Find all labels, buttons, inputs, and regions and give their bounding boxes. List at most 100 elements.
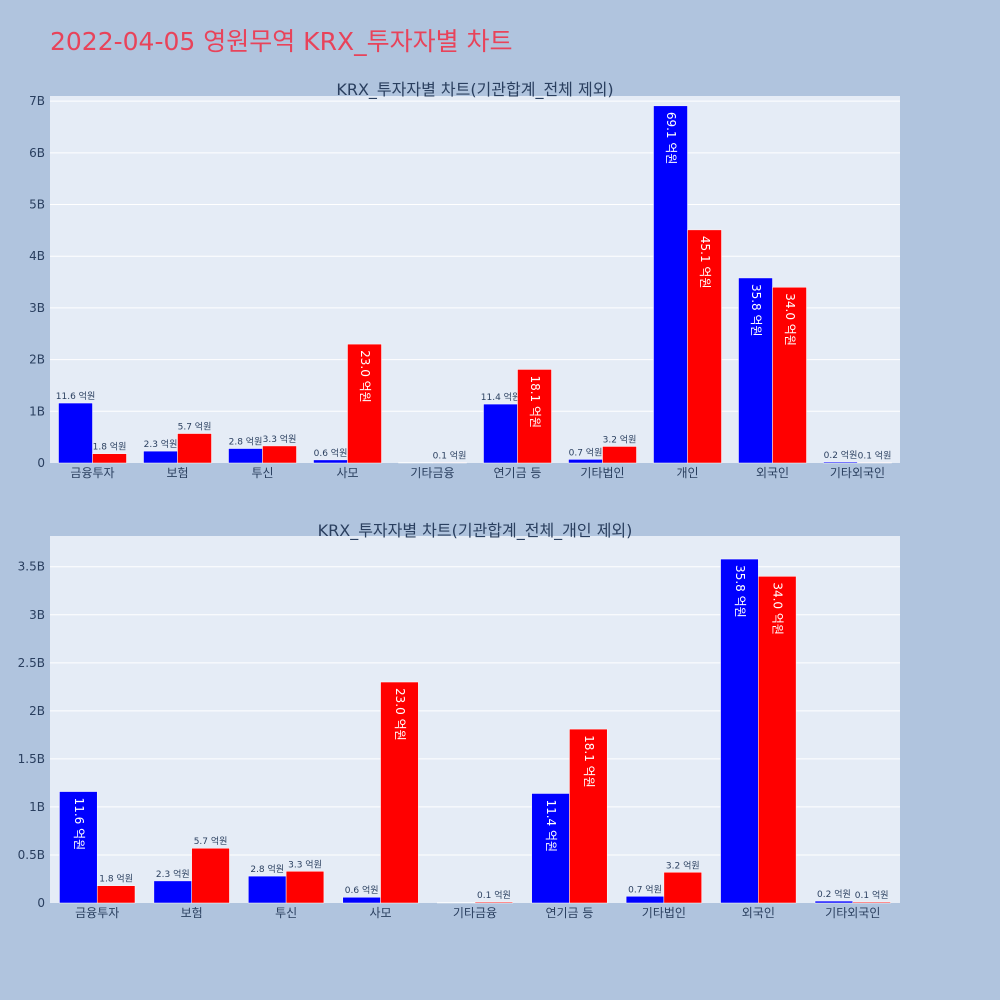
bar [92, 453, 127, 464]
x-tick-label: 기타금융 [453, 906, 497, 920]
bar [59, 791, 98, 904]
bar [248, 875, 287, 904]
data-label: 0.6 억원 [345, 884, 379, 896]
x-tick-label: 보험 [166, 466, 188, 480]
y-tick-label: 7B [29, 94, 45, 108]
data-label: 0.2 억원 [817, 888, 851, 900]
x-tick-label: 연기금 등 [494, 466, 542, 480]
data-label: 2.3 억원 [156, 868, 190, 880]
x-tick-label: 금융투자 [75, 906, 119, 920]
data-label: 5.7 억원 [178, 421, 212, 433]
bar [738, 277, 773, 464]
x-tick-label: 보험 [181, 906, 203, 920]
data-label: 35.8 억원 [749, 284, 763, 337]
bar [814, 900, 854, 904]
x-tick-label: 개인 [676, 466, 698, 480]
data-label: 0.6 억원 [314, 447, 348, 459]
data-label: 34.0 억원 [771, 582, 785, 635]
data-label: 23.0 억원 [358, 350, 372, 403]
data-label: 11.4 억원 [544, 799, 558, 852]
bar [398, 462, 433, 464]
data-label: 3.2 억원 [666, 859, 700, 871]
x-tick-label: 기타금융 [410, 466, 454, 480]
y-tick-label: 1B [29, 404, 45, 418]
data-label: 3.3 억원 [263, 433, 297, 445]
data-label: 0.7 억원 [569, 446, 603, 458]
bar [758, 576, 797, 904]
data-label: 69.1 억원 [664, 112, 678, 165]
bar [857, 462, 892, 464]
x-tick-label: 사모 [370, 906, 392, 920]
data-label: 0.1 억원 [858, 449, 892, 461]
x-tick-label: 기타법인 [580, 466, 624, 480]
bar [58, 402, 93, 464]
data-label: 35.8 억원 [733, 565, 747, 618]
y-tick-label: 6B [29, 146, 45, 160]
bar [342, 896, 381, 904]
y-tick-label: 1.5B [18, 752, 45, 766]
data-label: 0.1 억원 [433, 449, 467, 461]
bar [432, 462, 467, 464]
data-label: 11.6 억원 [72, 798, 86, 851]
data-label: 2.8 억원 [229, 436, 263, 448]
x-tick-label: 기타외국인 [830, 466, 885, 480]
data-label: 34.0 억원 [783, 293, 797, 346]
chart-2: 0 0.5B 1B 1.5B 2B 2.5B 3B 3.5B KRX_투자자별 차트(기관합계_… [18, 521, 900, 920]
bar [285, 871, 325, 904]
bar [663, 872, 702, 904]
data-label: 1.8 억원 [93, 441, 127, 453]
bar [347, 343, 382, 464]
x-tick-label: 투신 [275, 906, 297, 920]
bar [380, 681, 419, 904]
bar [772, 287, 807, 464]
bar [625, 896, 665, 904]
bar [177, 433, 212, 464]
y-tick-label: 1B [29, 800, 45, 814]
data-label: 23.0 억원 [393, 688, 407, 741]
y-tick-label: 0 [37, 896, 45, 910]
bar [687, 229, 722, 464]
bar [262, 445, 297, 464]
y-tick-label: 4B [29, 249, 45, 263]
data-label: 18.1 억원 [528, 375, 542, 428]
x-tick-label: 외국인 [742, 906, 775, 920]
bar [852, 901, 891, 904]
chart-title: KRX_투자자별 차트(기관합계_전체_개인 제외) [318, 521, 633, 541]
y-tick-label: 0 [37, 456, 45, 470]
chart-title: KRX_투자자별 차트(기관합계_전체 제외) [336, 80, 613, 100]
data-label: 11.4 억원 [481, 391, 520, 403]
data-label: 45.1 억원 [698, 236, 712, 289]
data-label: 0.2 억원 [824, 449, 858, 461]
bar [720, 558, 759, 904]
x-tick-label: 투신 [251, 466, 273, 480]
bar [517, 369, 552, 464]
data-label: 0.7 억원 [628, 883, 662, 895]
bar [602, 446, 637, 464]
data-label: 18.1 억원 [582, 735, 596, 788]
bar [653, 105, 688, 464]
bar [483, 403, 518, 464]
data-label: 11.6 억원 [56, 390, 95, 402]
page-title: 2022-04-05 영원무역 KRX_투자자별 차트 [50, 27, 513, 56]
chart-1: 0 1B 2B 3B 4B 5B 6B 7B KRX_투자자별 차트(기관합계_전체 제외) 금융… [29, 80, 900, 480]
y-tick-label: 3B [29, 608, 45, 622]
y-tick-label: 0.5B [18, 848, 45, 862]
bar [531, 793, 570, 904]
data-label: 2.3 억원 [144, 438, 178, 450]
bar [823, 461, 858, 464]
y-tick-label: 2B [29, 353, 45, 367]
bar [474, 901, 514, 904]
bar [143, 450, 178, 464]
bar [228, 448, 263, 464]
bar [313, 459, 348, 464]
bar [568, 459, 603, 464]
bar [436, 902, 476, 904]
bar [569, 728, 608, 904]
data-label: 0.1 억원 [855, 889, 889, 901]
data-label: 5.7 억원 [194, 835, 228, 847]
x-tick-label: 금융투자 [70, 466, 114, 480]
y-tick-label: 2.5B [18, 656, 45, 670]
data-label: 2.8 억원 [250, 863, 284, 875]
bar [191, 847, 230, 904]
